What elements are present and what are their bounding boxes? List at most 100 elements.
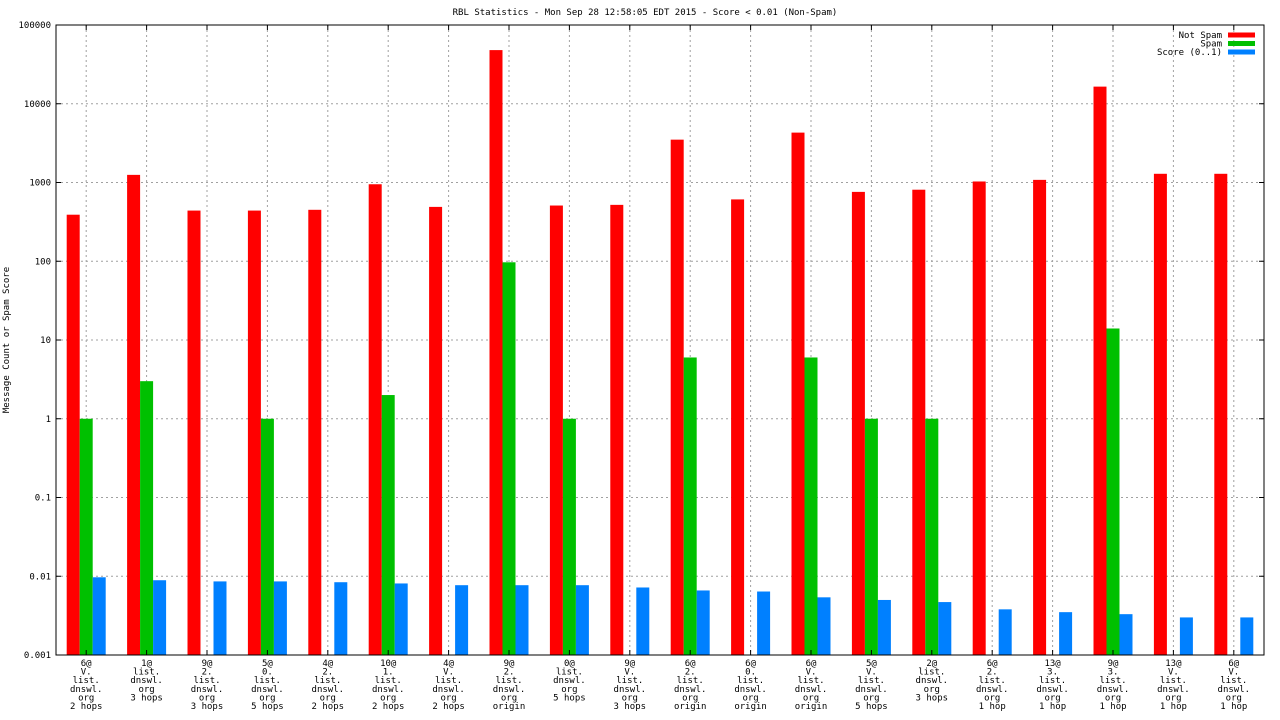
x-tick-label-line: list.: [1099, 676, 1126, 686]
bar-score-0-1: [92, 577, 106, 655]
x-tick-label-line: dnswl.: [1097, 685, 1130, 695]
x-tick-label-line: dnswl.: [674, 685, 707, 695]
bar-not-spam: [670, 139, 684, 655]
x-tick-label-line: 13@: [1044, 659, 1061, 669]
x-tick-label-line: 3 hops: [916, 693, 949, 703]
x-tick-label-line: dnswl.: [1157, 685, 1190, 695]
x-tick-label-line: 10@: [380, 659, 397, 669]
bar-score-0-1: [515, 585, 529, 655]
bar-not-spam: [1093, 86, 1107, 655]
x-tick-label-line: org: [320, 693, 336, 703]
x-tick-label-line: list.: [1160, 676, 1187, 686]
x-tick-label-line: 2@: [926, 659, 937, 669]
bar-score-0-1: [213, 581, 227, 655]
x-tick-label-line: dnswl.: [372, 685, 405, 695]
plot-border: [55, 24, 1265, 656]
x-tick-label-line: 6@: [81, 659, 92, 669]
bar-not-spam: [851, 191, 865, 655]
bar-spam: [562, 418, 576, 655]
x-tick-label-line: org: [984, 693, 1000, 703]
x-tick-label: 6@ V. list. dnswl. org 1 hop: [1218, 659, 1251, 712]
bar-spam: [260, 418, 274, 655]
x-tick-label-line: list.: [677, 676, 704, 686]
x-tick-label-line: 1 hop: [1220, 702, 1247, 712]
legend-swatch: [1228, 49, 1255, 55]
x-tick-label-line: 1 hop: [1160, 702, 1187, 712]
x-tick-label-line: 0.: [745, 668, 756, 678]
x-tick-label-line: list.: [616, 676, 643, 686]
x-tick-label-line: 1.: [383, 668, 394, 678]
x-tick-label: 2@ list. dnswl. org 3 hops: [916, 659, 949, 703]
grid-layer: [56, 25, 1264, 655]
bar-score-0-1: [757, 591, 771, 655]
bar-score-0-1: [1240, 617, 1254, 655]
bar-not-spam: [731, 199, 745, 655]
bar-not-spam: [1214, 173, 1228, 655]
bar-not-spam: [1153, 173, 1167, 655]
bar-not-spam: [187, 210, 201, 655]
x-tick-label-line: org: [1226, 693, 1242, 703]
y-tick-label: 10: [40, 336, 51, 346]
x-tick-label-line: org: [1105, 693, 1121, 703]
bar-not-spam: [912, 189, 926, 656]
x-tick-label-line: 6@: [745, 659, 756, 669]
bar-spam: [804, 357, 818, 655]
x-tick-label: 1@ list. dnswl. org 3 hops: [130, 659, 163, 703]
bar-score-0-1: [636, 587, 650, 655]
bar-score-0-1: [1119, 614, 1133, 655]
x-tick-label-line: org: [501, 693, 517, 703]
bar-not-spam: [66, 214, 80, 655]
x-tick-label-line: 9@: [202, 659, 213, 669]
x-tick-label-line: org: [682, 693, 698, 703]
x-tick-label-line: 1 hop: [1099, 702, 1126, 712]
x-tick-label-line: 2.: [202, 668, 213, 678]
x-tick-label-line: V.: [81, 668, 92, 678]
x-tick-label-line: V.: [1228, 668, 1239, 678]
legend-swatch: [1228, 32, 1255, 38]
x-tick-label: 9@ 2. list. dnswl. org origin: [493, 659, 526, 712]
bar-score-0-1: [817, 597, 831, 655]
x-tick-label-line: 1@: [141, 659, 152, 669]
x-tick-label-line: 13@: [1165, 659, 1182, 669]
x-tick-label-line: list.: [918, 668, 945, 678]
x-tick-label-line: list.: [1039, 676, 1066, 686]
legend-swatch: [1228, 41, 1255, 46]
x-tick-label: 6@ V. list. dnswl. org 2 hops: [70, 659, 103, 712]
x-tick-label-line: org: [259, 693, 275, 703]
y-tick-label: 0.1: [35, 494, 51, 504]
x-tick-label-line: list.: [556, 668, 583, 678]
x-tick-label-line: V.: [1168, 668, 1179, 678]
x-tick-label: 9@ V. list. dnswl. org 3 hops: [614, 659, 647, 712]
x-tick-label-line: 9@: [1108, 659, 1119, 669]
legend-label: Spam: [1200, 40, 1222, 50]
x-tick-label: 6@ V. list. dnswl. org origin: [795, 659, 828, 712]
y-tick-label: 100: [35, 257, 51, 267]
x-tick-label-line: dnswl.: [976, 685, 1009, 695]
x-tick-label-line: 5@: [866, 659, 877, 669]
bar-spam: [864, 418, 878, 655]
x-tick-label-line: org: [138, 685, 154, 695]
bar-score-0-1: [334, 582, 348, 655]
x-tick-label-line: V.: [624, 668, 635, 678]
bar-not-spam: [489, 50, 503, 656]
x-tick-label-line: 5 hops: [855, 702, 888, 712]
bar-not-spam: [127, 174, 141, 655]
bar-not-spam: [791, 132, 805, 655]
bar-spam: [140, 381, 154, 655]
y-tick-label: 10000: [24, 100, 51, 110]
y-axis-label: Message Count or Spam Score: [2, 267, 12, 413]
x-tick-label-line: 1 hop: [979, 702, 1006, 712]
x-tick-label-line: 9@: [624, 659, 635, 669]
x-tick-label: 5@ V. list. dnswl. org 5 hops: [855, 659, 888, 712]
bar-not-spam: [972, 181, 986, 655]
x-tick-label-line: list.: [314, 676, 341, 686]
x-tick-label-line: list.: [435, 676, 462, 686]
x-tick-label-line: 5 hops: [251, 702, 284, 712]
x-tick-label-line: dnswl.: [734, 685, 767, 695]
bar-not-spam: [308, 209, 322, 655]
x-tick-label-line: dnswl.: [493, 685, 526, 695]
bar-score-0-1: [696, 590, 710, 655]
x-tick-label-line: 2.: [322, 668, 333, 678]
